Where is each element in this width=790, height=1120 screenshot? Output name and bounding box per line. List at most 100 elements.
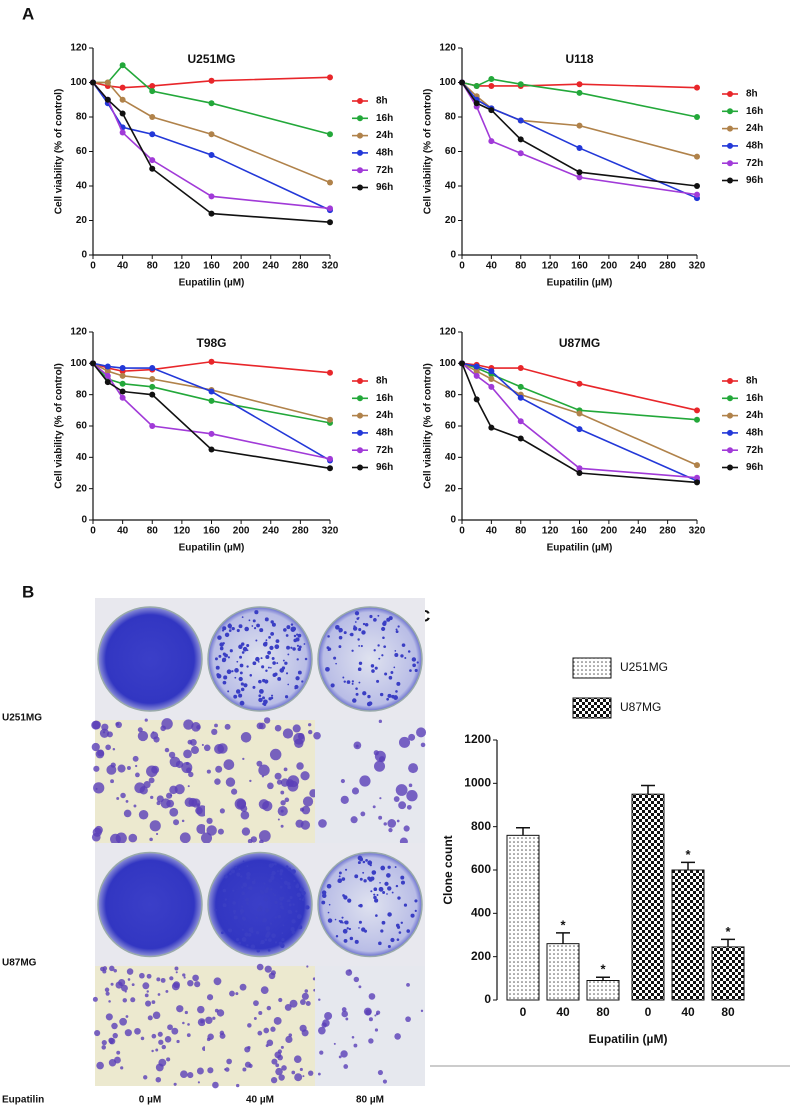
colony — [296, 914, 302, 919]
colony — [335, 935, 339, 938]
data-point — [208, 100, 215, 107]
y-tick-label: 0 — [484, 992, 491, 1006]
colony — [367, 860, 373, 866]
y-tick-label: 40 — [445, 181, 457, 192]
colony — [253, 1017, 257, 1020]
colony — [279, 885, 283, 889]
colony — [287, 909, 292, 914]
colony — [257, 661, 260, 663]
colony — [216, 1009, 225, 1017]
colony — [338, 645, 342, 649]
x-tick-label: 40 — [556, 1005, 570, 1019]
y-tick-label: 1200 — [464, 732, 491, 746]
colony — [357, 617, 360, 619]
colony — [244, 626, 249, 632]
colony — [139, 786, 148, 795]
colony — [285, 1035, 293, 1044]
legend-marker — [357, 167, 363, 174]
colony — [381, 626, 386, 632]
colony — [190, 746, 199, 755]
colony — [293, 879, 296, 882]
legend-marker — [357, 429, 363, 436]
colony — [206, 994, 214, 1001]
legend-label: 48h — [376, 148, 393, 159]
colony — [365, 1009, 372, 1016]
legend-label: 24h — [746, 123, 763, 134]
colony — [183, 749, 192, 759]
colony — [93, 765, 100, 772]
colony — [232, 901, 237, 905]
colony — [100, 966, 105, 972]
legend-marker — [727, 160, 733, 167]
colony — [102, 731, 106, 734]
colony — [294, 684, 299, 690]
legend-label: 24h — [376, 410, 393, 421]
legend-marker — [727, 177, 733, 184]
colony — [267, 948, 271, 952]
colony — [263, 699, 268, 705]
colony — [298, 897, 302, 901]
data-point — [576, 470, 583, 476]
column-label: 0 µM — [139, 1095, 161, 1106]
colony — [211, 728, 218, 736]
data-point — [208, 193, 215, 200]
data-point — [327, 369, 333, 376]
colony — [160, 725, 166, 732]
data-point — [149, 82, 156, 89]
colony — [262, 800, 273, 812]
colony — [197, 1081, 200, 1084]
colony — [133, 804, 137, 808]
colony — [393, 666, 396, 669]
colony — [233, 912, 236, 915]
colony — [398, 801, 407, 810]
data-point — [694, 479, 700, 486]
colony — [317, 1072, 321, 1076]
colony — [238, 693, 243, 698]
colony — [394, 866, 397, 868]
colony — [300, 820, 311, 830]
data-point — [208, 77, 215, 84]
colony — [378, 886, 384, 892]
colony — [151, 1049, 154, 1053]
legend-marker — [357, 149, 363, 156]
colony — [338, 635, 343, 640]
colony — [233, 915, 238, 920]
legend-label: 8h — [746, 89, 758, 100]
colony — [377, 1069, 383, 1076]
colony — [236, 937, 240, 942]
dish — [207, 851, 313, 958]
colony — [330, 683, 335, 688]
colony — [152, 1011, 161, 1020]
x-tick-label: 240 — [262, 526, 279, 537]
colony — [373, 618, 377, 622]
colony — [346, 927, 349, 930]
colony — [338, 871, 342, 875]
colony — [263, 897, 268, 902]
data-point — [459, 360, 465, 367]
colony — [334, 918, 337, 921]
colony — [353, 625, 356, 628]
colony — [343, 631, 347, 635]
colony — [240, 682, 244, 686]
data-point — [149, 365, 156, 372]
colony — [393, 796, 400, 802]
colony — [96, 1061, 104, 1070]
colony — [128, 833, 138, 843]
colony — [169, 976, 174, 981]
colony — [362, 871, 365, 874]
colony — [264, 938, 268, 942]
chart-title: U251MG — [187, 52, 235, 66]
colony — [308, 723, 312, 727]
chart-title: U87MG — [559, 336, 600, 350]
colony — [341, 1007, 347, 1012]
data-point — [208, 397, 215, 404]
legend-label: 8h — [746, 376, 758, 387]
colony — [378, 719, 383, 724]
colony — [380, 929, 384, 933]
colony — [282, 728, 294, 739]
legend-marker — [357, 395, 363, 402]
data-point — [149, 423, 156, 429]
colony — [327, 918, 333, 923]
colony — [420, 742, 426, 748]
micrograph — [205, 966, 315, 1086]
